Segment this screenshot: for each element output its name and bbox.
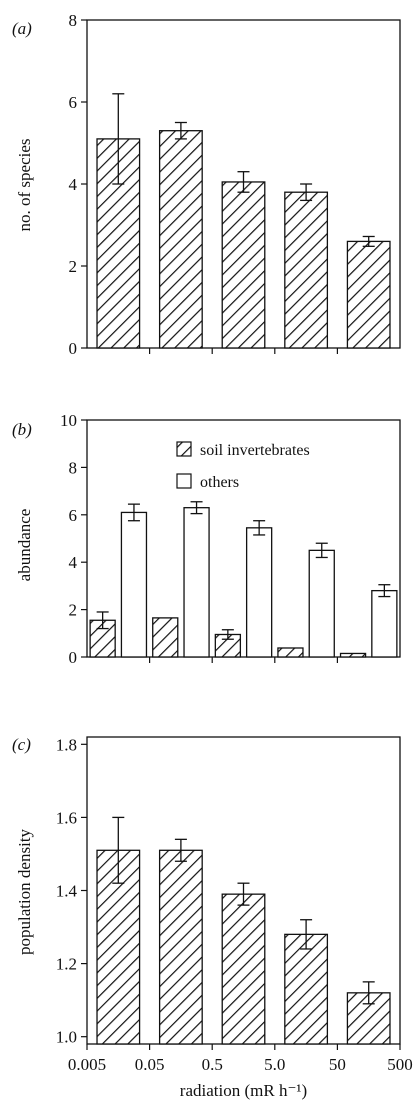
panel-label: (a)	[12, 19, 32, 38]
x-tick-label: 50	[329, 1055, 346, 1074]
bar-series-1	[158, 849, 203, 1045]
plot-frame	[86, 419, 401, 658]
bar-others-0	[120, 511, 148, 658]
legend-label: soil invertebrates	[200, 442, 310, 459]
y-tick-label: 2	[69, 601, 78, 620]
y-tick-label: 8	[69, 11, 78, 30]
y-tick-label: 6	[69, 506, 78, 525]
bar-series-2	[221, 181, 266, 349]
bar-soil-invertebrates-1	[152, 617, 179, 658]
y-tick-label: 4	[69, 175, 78, 194]
y-axis-label: no. of species	[15, 138, 34, 231]
legend-label: others	[200, 474, 239, 491]
panel-a: (a) no. of species 0 2 4 6 8	[12, 11, 401, 358]
x-tick-label: 0.005	[68, 1055, 106, 1074]
panel-label: (b)	[12, 420, 32, 439]
bar-soil-invertebrates-3	[277, 647, 304, 658]
y-tick-label: 1.4	[56, 882, 78, 901]
x-axis-label: radiation (mR h⁻¹)	[180, 1081, 307, 1100]
y-tick-label: 0	[69, 339, 78, 358]
y-tick-label: 1.6	[56, 808, 77, 827]
y-axis-label: population density	[15, 828, 34, 955]
legend-swatch	[176, 473, 192, 489]
y-tick-label: 8	[69, 458, 78, 477]
bar-series-2	[221, 893, 266, 1045]
bar-others-3	[308, 549, 335, 658]
bar-soil-invertebrates-4	[339, 652, 367, 658]
y-tick-label: 1.2	[56, 955, 77, 974]
bar-others-2	[245, 527, 273, 658]
y-tick-label: 6	[69, 93, 78, 112]
bar-series-4	[346, 240, 391, 349]
bar-series-1	[158, 130, 203, 349]
y-tick-label: 10	[60, 411, 77, 430]
panel-c: (c) population density 1.0 1.2 1.4 1.6 1.8 0.00…	[12, 735, 413, 1100]
x-tick-label: 500	[387, 1055, 413, 1074]
bar-others-4	[371, 589, 398, 658]
y-tick-label: 1.0	[56, 1028, 77, 1047]
x-tick-label: 5.0	[264, 1055, 285, 1074]
y-tick-label: 2	[69, 257, 78, 276]
panel-label: (c)	[12, 735, 31, 754]
bar-others-1	[183, 507, 210, 658]
bar-series-3	[284, 191, 329, 349]
x-tick-label: 0.05	[135, 1055, 165, 1074]
y-tick-label: 1.8	[56, 735, 77, 754]
legend-swatch	[176, 441, 192, 457]
panel-b: (b) abundance 0 2 4 6 8 10 soil invertebrates oth…	[12, 411, 401, 667]
bar-series-3	[284, 933, 329, 1045]
x-tick-label: 0.5	[202, 1055, 223, 1074]
y-axis-label: abundance	[15, 509, 34, 582]
y-tick-label: 4	[69, 553, 78, 572]
y-tick-label: 0	[69, 648, 78, 667]
